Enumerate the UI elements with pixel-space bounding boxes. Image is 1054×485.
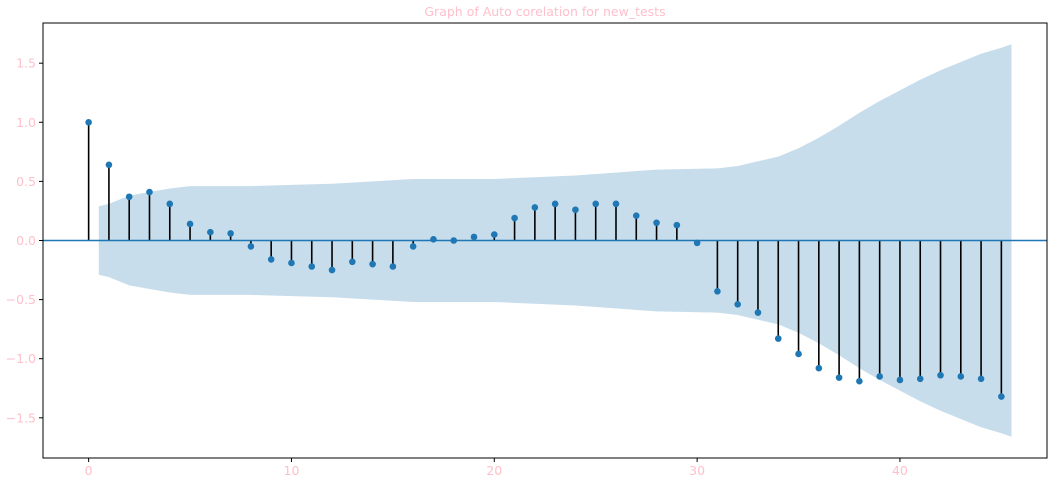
acf-point-lag-16: [409, 243, 417, 250]
acf-point-lag-26: [612, 200, 620, 208]
acf-point-lag-3: [146, 188, 153, 196]
acf-point-lag-44: [977, 375, 985, 383]
acf-point-lag-31: [714, 288, 721, 295]
y-tick-label-2: −0.5: [6, 292, 36, 307]
acf-point-lag-25: [592, 200, 600, 208]
acf-point-lag-2: [125, 193, 133, 201]
acf-point-lag-1: [105, 161, 113, 169]
x-tick-label-0: 0: [85, 463, 93, 478]
acf-point-lag-17: [430, 236, 437, 243]
y-tick-label-5: 1.0: [16, 115, 36, 130]
acf-point-lag-6: [207, 228, 214, 236]
acf-point-lag-7: [227, 230, 234, 237]
axes: 0 10 20 30 40 −1.5 −1.0 −0.5 0.0 0.5 1.0 1.5: [6, 22, 1048, 478]
acf-point-lag-29: [673, 221, 681, 229]
acf-point-lag-10: [288, 259, 295, 267]
acf-point-lag-9: [267, 256, 275, 263]
y-tick-label-0: −1.5: [6, 410, 36, 425]
acf-point-lag-14: [369, 260, 376, 268]
acf-point-lag-45: [998, 393, 1005, 400]
y-tick-label-6: 1.5: [16, 56, 36, 71]
acf-point-lag-42: [937, 371, 944, 379]
acf-point-lag-23: [551, 200, 559, 208]
acf-point-lag-40: [896, 376, 904, 384]
acf-point-lag-30: [693, 239, 701, 247]
acf-point-lag-34: [774, 335, 782, 342]
acf-point-lag-41: [916, 375, 924, 383]
acf-point-lag-36: [815, 364, 823, 372]
acf-point-lag-11: [308, 263, 316, 270]
acf-point-lag-33: [754, 309, 762, 316]
acf-point-lag-4: [166, 200, 174, 208]
acf-point-lag-35: [795, 350, 802, 358]
acf-point-lag-0: [85, 118, 92, 126]
acf-point-lag-15: [389, 263, 397, 270]
x-tick-label-30: 30: [689, 463, 705, 478]
acf-point-lag-12: [328, 266, 336, 274]
acf-point-lag-19: [470, 233, 478, 241]
acf-point-lag-39: [876, 373, 883, 380]
x-tick-label-10: 10: [284, 463, 300, 478]
marker-layer: [85, 118, 1005, 400]
y-tick-label-1: −1.0: [6, 351, 36, 366]
acf-point-lag-5: [186, 220, 194, 228]
stem-layer: [87, 122, 1003, 397]
acf-point-lag-8: [247, 243, 255, 250]
acf-point-lag-27: [632, 212, 640, 219]
acf-point-lag-38: [856, 377, 863, 385]
acf-point-lag-24: [572, 206, 579, 214]
acf-point-lag-21: [511, 214, 518, 222]
chart-title: Graph of Auto corelation for new_tests: [424, 4, 666, 19]
acf-point-lag-18: [450, 237, 458, 244]
acf-point-lag-43: [957, 373, 965, 380]
y-tick-label-3: 0.0: [16, 233, 36, 248]
acf-point-lag-20: [490, 231, 498, 238]
x-tick-label-40: 40: [892, 463, 908, 478]
acf-point-lag-28: [653, 219, 660, 227]
y-tick-label-4: 0.5: [16, 174, 36, 189]
acf-point-lag-22: [531, 204, 539, 211]
acf-point-lag-13: [349, 258, 356, 266]
acf-point-lag-37: [835, 374, 843, 381]
acf-point-lag-32: [734, 301, 741, 308]
x-tick-label-20: 20: [486, 463, 502, 478]
